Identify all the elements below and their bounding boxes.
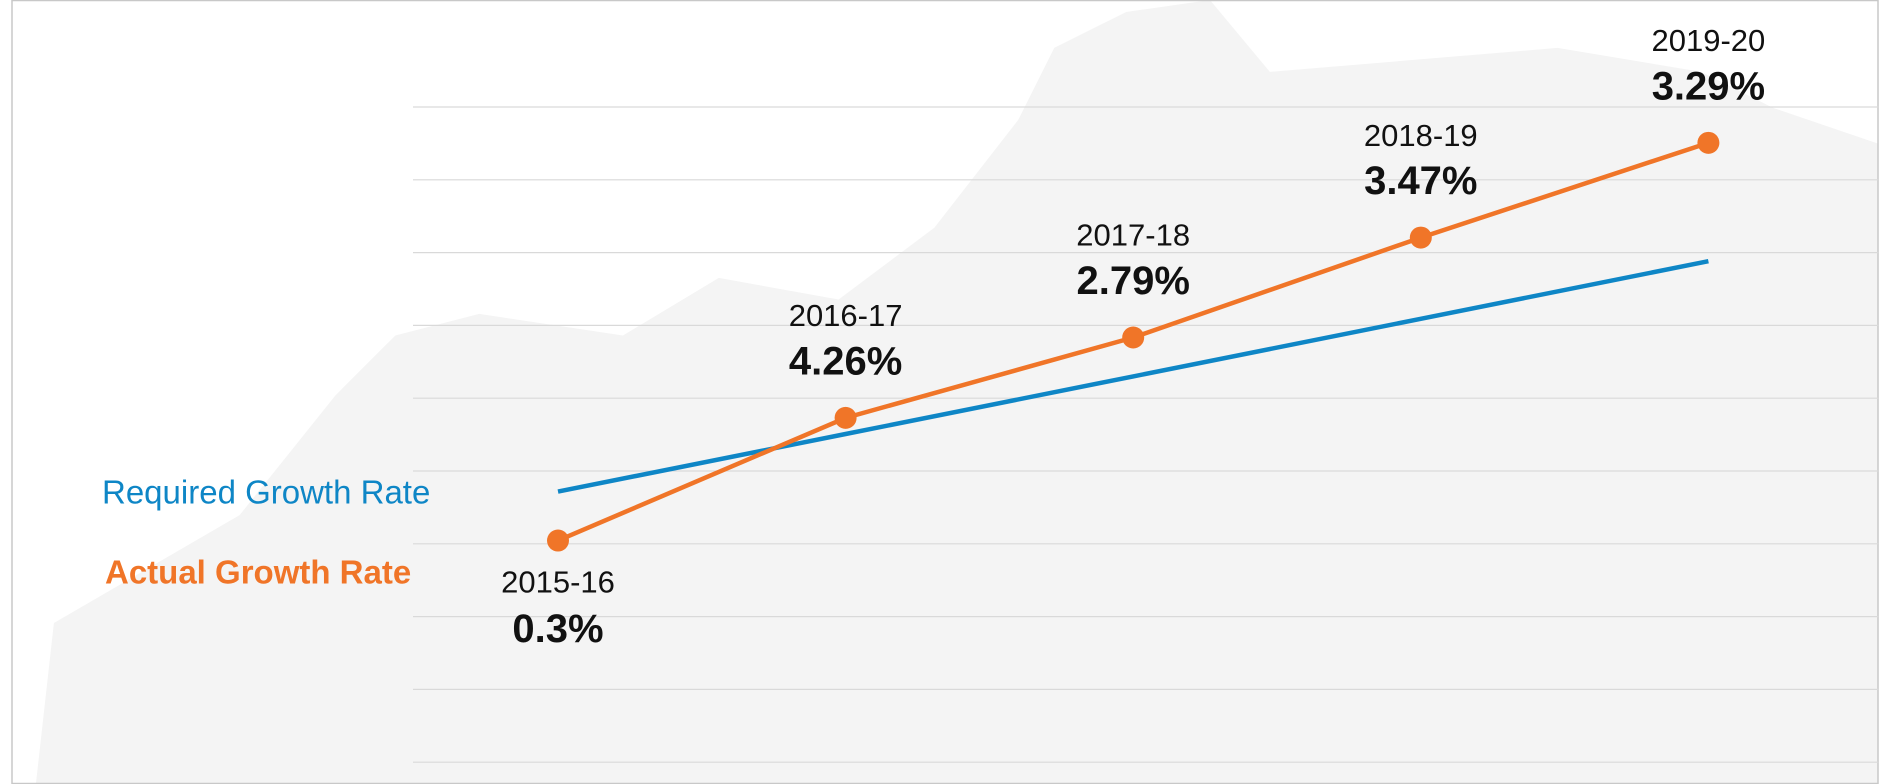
category-label: 2015-16 xyxy=(501,565,615,600)
legend-actual: Actual Growth Rate xyxy=(105,554,411,591)
category-label: 2018-19 xyxy=(1364,118,1478,153)
category-label: 2019-20 xyxy=(1652,23,1766,58)
data-label: 0.3% xyxy=(512,607,603,651)
point xyxy=(1409,226,1432,249)
data-label: 3.29% xyxy=(1652,64,1765,108)
legend-required: Required Growth Rate xyxy=(102,474,430,511)
category-label: 2017-18 xyxy=(1076,218,1190,253)
map-background xyxy=(35,0,1879,784)
data-label: 2.79% xyxy=(1076,259,1189,303)
point xyxy=(547,529,569,552)
point xyxy=(1122,326,1145,349)
line-0 xyxy=(557,258,1709,494)
point xyxy=(834,406,857,429)
data-label: 4.26% xyxy=(789,339,902,383)
data-label: 3.47% xyxy=(1364,159,1477,203)
category-label: 2016-17 xyxy=(789,298,903,333)
point xyxy=(1697,131,1720,154)
